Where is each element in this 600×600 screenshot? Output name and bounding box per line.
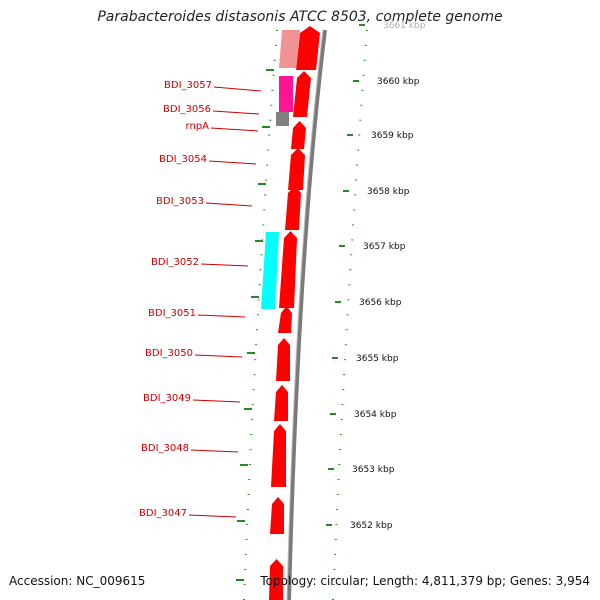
gene-arrow	[293, 71, 311, 117]
gene-arrow	[279, 231, 297, 308]
gene-arrow	[276, 338, 290, 381]
kbp-label: 3654 kbp	[354, 410, 397, 420]
gene-label: BDI_3050	[145, 348, 193, 359]
label-connector	[194, 354, 243, 358]
gene-arrow	[296, 26, 320, 70]
label-connector	[212, 110, 260, 115]
gene-features	[261, 26, 320, 600]
accession-text: Accession: NC_009615	[9, 574, 146, 588]
gene-label: BDI_3049	[143, 393, 191, 404]
label-connector	[210, 127, 259, 132]
kbp-label: 3658 kbp	[367, 187, 410, 197]
kbp-label: 3657 kbp	[363, 242, 406, 252]
kbp-label: 3656 kbp	[359, 298, 402, 308]
kbp-labels: 3661 kbp 3660 kbp 3659 kbp 3658 kbp 3657 kbp…	[326, 21, 426, 531]
gene-label: BDI_3057	[164, 80, 212, 91]
label-connector	[213, 86, 262, 92]
kbp-label: 3653 kbp	[352, 465, 395, 475]
gene-label: BDI_3048	[141, 443, 189, 454]
gene-arrow	[271, 424, 286, 487]
outer-dotted-ring	[332, 29, 368, 600]
kbp-label: 3655 kbp	[356, 354, 399, 364]
kbp-label: 3652 kbp	[350, 521, 393, 531]
gene-label: BDI_3053	[156, 196, 204, 207]
gene-label: BDI_3056	[163, 104, 211, 115]
pink-feature	[279, 30, 300, 68]
label-connector	[208, 160, 257, 165]
gene-arrow	[285, 186, 301, 230]
label-connector	[197, 314, 246, 318]
magenta-feature	[279, 76, 293, 112]
map-title: Parabacteroides distasonis ATCC 8503, co…	[97, 9, 503, 25]
gene-arrow	[288, 148, 305, 190]
kbp-label: 3660 kbp	[377, 77, 420, 87]
label-connectors	[188, 86, 262, 518]
kbp-label: 3659 kbp	[371, 131, 414, 141]
genome-summary-text: Topology: circular; Length: 4,811,379 bp…	[260, 574, 590, 588]
gene-arrow	[269, 559, 283, 600]
gene-arrow	[274, 385, 288, 421]
kbp-label: 3661 kbp	[383, 21, 426, 31]
tick-marks	[236, 69, 274, 581]
gene-label: BDI_3047	[139, 508, 187, 519]
gene-label: BDI_3052	[151, 257, 199, 268]
label-connector	[200, 263, 249, 267]
label-connector	[192, 399, 241, 403]
label-connector	[190, 449, 239, 453]
gene-arrow	[270, 497, 284, 534]
label-connector	[188, 514, 237, 518]
gene-label: BDI_3054	[159, 154, 207, 165]
gene-label: rnpA	[186, 121, 210, 132]
cyan-feature	[261, 232, 279, 309]
gene-arrow	[291, 121, 306, 149]
gene-arrow	[278, 306, 292, 333]
gene-labels: BDI_3057 BDI_3056 rnpA BDI_3054 BDI_3053 BDI_…	[139, 80, 212, 519]
genome-backbone	[287, 29, 327, 600]
gene-label: BDI_3051	[148, 308, 196, 319]
gray-feature	[276, 112, 289, 126]
label-connector	[205, 202, 253, 207]
